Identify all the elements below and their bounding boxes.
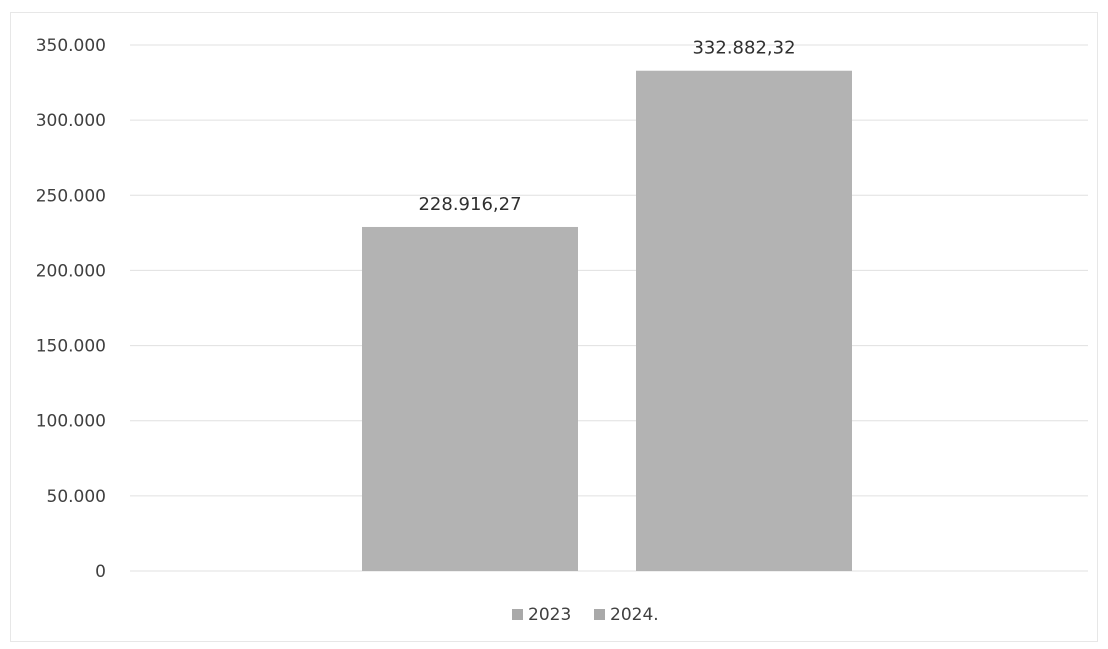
bar-2023	[362, 226, 578, 571]
legend: 2023 2024.	[512, 605, 659, 625]
legend-label: 2023	[528, 605, 571, 625]
y-tick-label: 150.000	[36, 337, 106, 357]
legend-swatch	[594, 609, 605, 620]
y-tick-label: 300.000	[36, 111, 106, 131]
y-tick-label: 350.000	[36, 36, 106, 56]
y-tick-label: 100.000	[36, 412, 106, 432]
bar-2024	[636, 70, 852, 571]
y-tick-label: 50.000	[47, 487, 106, 507]
bars	[362, 70, 852, 571]
y-tick-label: 250.000	[36, 186, 106, 206]
gridlines	[130, 44, 1088, 572]
data-label: 228.916,27	[418, 194, 521, 215]
legend-swatch	[512, 609, 523, 620]
y-tick-label: 0	[95, 562, 106, 582]
chart-frame	[10, 12, 1098, 642]
legend-label: 2024.	[610, 605, 659, 625]
data-labels: 228.916,27 332.882,32	[418, 38, 795, 215]
y-axis: 0 50.000 100.000 150.000 200.000 250.000 300.0…	[36, 36, 106, 582]
y-tick-label: 200.000	[36, 261, 106, 281]
data-label: 332.882,32	[692, 38, 795, 59]
